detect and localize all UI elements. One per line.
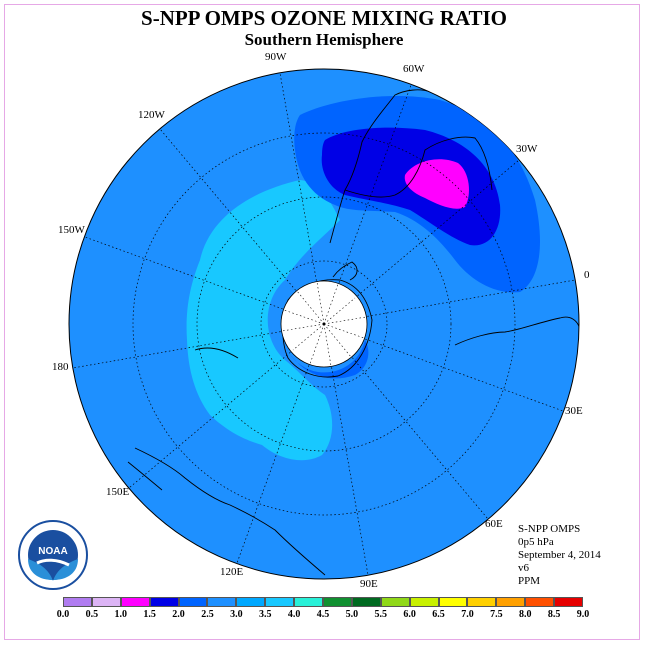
contour-polar-ring <box>290 340 369 379</box>
figure-frame <box>4 4 640 640</box>
colorbar-cell <box>525 597 555 607</box>
lon-label-60e: 60E <box>485 518 503 530</box>
colorbar-tick-label: 0.0 <box>56 609 70 620</box>
colorbar-cell <box>467 597 497 607</box>
colorbar-cell <box>149 597 179 607</box>
colorbar-tick-label: 1.5 <box>143 609 156 620</box>
colorbar-cell <box>91 597 121 607</box>
colorbar-tick-label: 4.5 <box>316 609 330 620</box>
colorbar-tick-label: 3.0 <box>230 609 243 620</box>
colorbar <box>63 597 583 607</box>
colorbar-cell <box>265 597 295 607</box>
meridians <box>72 72 576 576</box>
colorbar-cell <box>207 597 237 607</box>
colorbar-tick-label: 1.0 <box>114 609 128 620</box>
colorbar-cell <box>236 597 266 607</box>
colorbar-tick-label: 7.5 <box>490 609 503 620</box>
info-date: September 4, 2014 <box>518 549 601 561</box>
lon-label-180: 180 <box>52 361 69 373</box>
figure-title: S-NPP OMPS OZONE MIXING RATIO <box>141 6 507 30</box>
colorbar-cell <box>294 597 323 607</box>
info-units: PPM <box>518 575 541 587</box>
colorbar-cell <box>554 597 583 607</box>
lon-label-120w: 120W <box>138 109 166 121</box>
noaa-logo: NOAA <box>18 520 88 590</box>
lon-label-30w: 30W <box>516 143 538 155</box>
info-version: v6 <box>518 562 529 574</box>
lon-label-60w: 60W <box>403 63 425 75</box>
colorbar-cell <box>120 597 150 607</box>
colorbar-cell <box>351 597 381 607</box>
lon-label-90w: 90W <box>265 51 287 63</box>
ozone-contours <box>72 72 579 576</box>
colorbar-tick-label: 2.0 <box>172 609 185 620</box>
colorbar-tick-label: 4.0 <box>287 609 301 620</box>
lon-label-90e: 90E <box>360 578 378 590</box>
contour-1.0-1.5 <box>404 159 470 209</box>
polar-meridians <box>281 281 367 367</box>
colorbar-tick-label: 8.5 <box>547 609 561 620</box>
colorbar-tick-label: 0.5 <box>85 609 99 620</box>
colorbar-tick-label: 7.0 <box>461 609 474 620</box>
contour-3.0-3.5 <box>186 180 340 461</box>
colorbar-cell <box>178 597 208 607</box>
lon-label-150e: 150E <box>106 486 130 498</box>
colorbar-cell <box>409 597 439 607</box>
lon-label-120e: 120E <box>220 566 244 578</box>
noaa-logo-text: NOAA <box>38 546 67 557</box>
figure-subtitle: Southern Hemisphere <box>244 30 404 49</box>
colorbar-cell <box>438 597 468 607</box>
colorbar-tick-label: 2.5 <box>201 609 214 620</box>
colorbar-tick-label: 3.5 <box>258 609 272 620</box>
colorbar-tick-label: 8.0 <box>518 609 532 620</box>
colorbar-cell <box>323 597 352 607</box>
colorbar-cell <box>496 597 526 607</box>
colorbar-cell <box>380 597 410 607</box>
lon-label-150w: 150W <box>58 224 86 236</box>
south-pole-marker <box>322 322 326 326</box>
colorbar-tick-label: 6.0 <box>403 609 416 620</box>
latitude-circles <box>132 132 516 516</box>
colorbar-tick-label: 5.5 <box>374 609 388 620</box>
colorbar-cell <box>63 597 92 607</box>
coastlines <box>127 89 579 576</box>
colorbar-tick-label: 9.0 <box>576 609 590 620</box>
lon-label-0: 0 <box>584 269 590 281</box>
info-level: 0p5 hPa <box>518 536 554 548</box>
colorbar-tick-label: 5.0 <box>345 609 359 620</box>
colorbar-tick-label: 6.5 <box>432 609 445 620</box>
lon-label-30e: 30E <box>565 405 583 417</box>
info-instrument: S-NPP OMPS <box>518 523 581 535</box>
